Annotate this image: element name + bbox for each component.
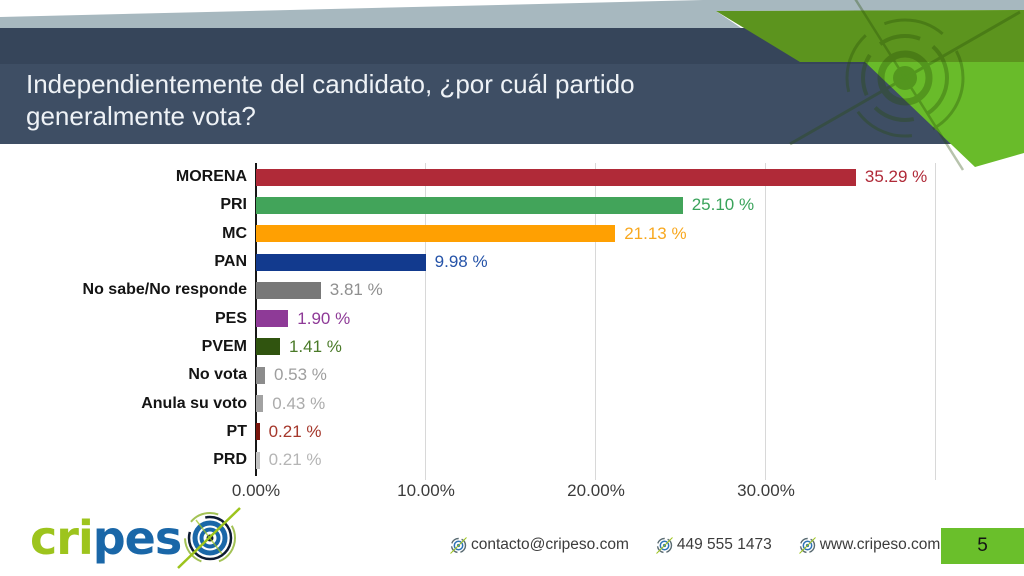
contact-email-text: contacto@cripeso.com xyxy=(471,536,629,553)
bar xyxy=(256,253,426,271)
chart-row: Anula su voto 0.43 % xyxy=(60,389,1000,417)
bar-value-label: 1.41 % xyxy=(288,336,342,356)
bar xyxy=(256,338,280,356)
x-tick-label: 10.00% xyxy=(397,481,455,500)
bar xyxy=(256,196,683,214)
chart-rows: MORENA 35.29 % PRI 25.10 % MC 21.13 % PAN 9.98 … xyxy=(60,163,1000,474)
x-tick-label: 20.00% xyxy=(567,481,625,500)
bar-value-label: 0.21 % xyxy=(268,421,322,441)
x-tick-label: 30.00% xyxy=(737,481,795,500)
category-label: PRI xyxy=(220,196,247,214)
contact-phone-text: 449 555 1473 xyxy=(676,536,772,553)
logo-target-icon xyxy=(177,507,242,569)
bar xyxy=(256,395,264,413)
chart-row: No sabe/No responde 3.81 % xyxy=(60,276,1000,304)
bar-value-label: 0.43 % xyxy=(272,393,326,413)
category-label: PRD xyxy=(213,451,247,469)
chart-row: No vota 0.53 % xyxy=(60,361,1000,389)
category-label: No sabe/No responde xyxy=(82,281,247,299)
gridline-40 xyxy=(935,163,936,480)
bar xyxy=(256,281,321,299)
bar xyxy=(256,225,616,243)
category-label: PAN xyxy=(214,253,247,271)
chart-row: PVEM 1.41 % xyxy=(60,333,1000,361)
gridline-30 xyxy=(765,163,766,480)
cripeso-logo: cripes xyxy=(30,506,242,570)
category-label: PT xyxy=(226,422,247,440)
contact-phone: 449 555 1473 xyxy=(656,536,772,554)
chart-row: PT 0.21 % xyxy=(60,418,1000,446)
chart-row: MC 21.13 % xyxy=(60,220,1000,248)
logo-text-pes: pes xyxy=(92,511,183,565)
bar xyxy=(256,366,265,384)
gray-band xyxy=(0,0,1024,28)
bar-value-label: 1.90 % xyxy=(297,308,351,328)
bar-value-label: 21.13 % xyxy=(624,223,687,243)
contact-website-text: www.cripeso.com xyxy=(819,536,941,553)
bar-chart: MORENA 35.29 % PRI 25.10 % MC 21.13 % PAN 9.98 … xyxy=(60,161,1000,511)
bar-value-label: 9.98 % xyxy=(434,252,488,272)
category-label: PVEM xyxy=(201,337,247,355)
bar-value-label: 25.10 % xyxy=(691,195,755,215)
category-label: PES xyxy=(214,309,247,327)
chart-row: PRD 0.21 % xyxy=(60,446,1000,474)
page-number-badge: 5 xyxy=(941,528,1024,564)
contact-email: contacto@cripeso.com xyxy=(450,536,629,554)
chart-row: PRI 25.10 % xyxy=(60,191,1000,219)
contact-website: www.cripeso.com xyxy=(798,536,941,554)
target-bullet-icon xyxy=(798,536,816,554)
chart-row: PES 1.90 % xyxy=(60,304,1000,332)
chart-row: MORENA 35.29 % xyxy=(60,163,1000,191)
bar-value-label: 0.53 % xyxy=(274,365,327,385)
bar-value-label: 35.29 % xyxy=(864,167,928,187)
category-label: MORENA xyxy=(175,168,247,186)
category-label: MC xyxy=(222,224,247,242)
gridline-10 xyxy=(425,163,426,480)
logo-text: cripes xyxy=(30,506,183,570)
target-bullet-icon xyxy=(656,536,673,554)
header-band-top-strip xyxy=(0,28,1024,64)
bar-value-label: 0.21 % xyxy=(268,450,322,470)
bar xyxy=(256,423,260,441)
category-label: Anula su voto xyxy=(141,394,247,412)
logo-text-cri: cri xyxy=(30,511,94,565)
target-bullet-icon xyxy=(450,536,467,554)
footer-contacts: contacto@cripeso.com 449 555 1473 www.cr… xyxy=(450,536,940,554)
gridline-20 xyxy=(595,163,596,480)
category-label: No vota xyxy=(188,366,247,384)
slide-title: Independientemente del candidato, ¿por c… xyxy=(26,69,635,131)
bar xyxy=(256,168,856,186)
bar-value-label: 3.81 % xyxy=(329,280,383,300)
bar xyxy=(256,451,260,469)
bar xyxy=(256,310,289,328)
page-number: 5 xyxy=(977,535,988,556)
x-tick-label: 0.00% xyxy=(231,481,281,500)
chart-row: PAN 9.98 % xyxy=(60,248,1000,276)
